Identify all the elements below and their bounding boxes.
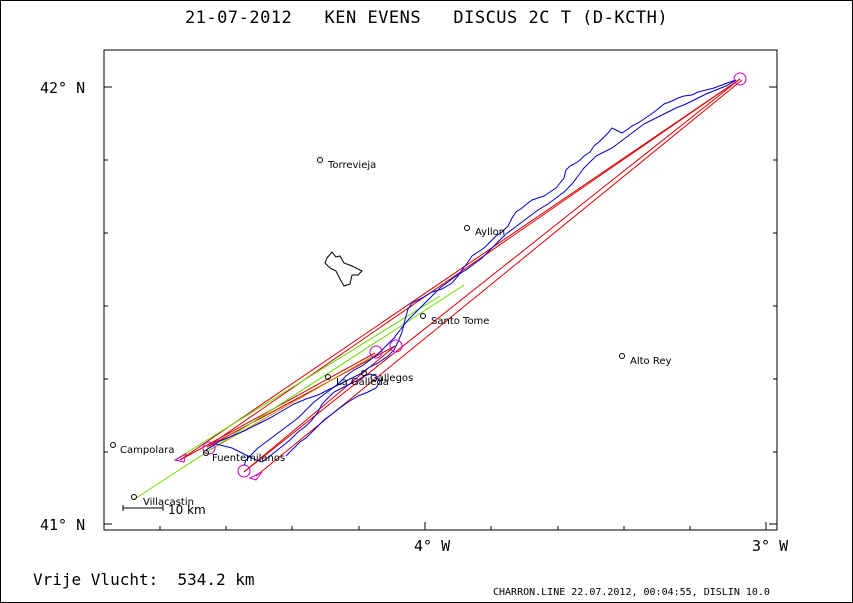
place-label: Alto Rey bbox=[630, 356, 671, 367]
place-marker bbox=[464, 225, 470, 231]
turnpoint-sector bbox=[173, 453, 187, 463]
page-title: 21-07-2012 KEN EVENS DISCUS 2C T (D-KCTH… bbox=[0, 8, 853, 28]
place-marker bbox=[619, 353, 625, 359]
lake-outline bbox=[324, 251, 363, 287]
task-orange-leg bbox=[209, 350, 383, 451]
task-green-legs bbox=[132, 284, 465, 501]
lat-42-label: 42° N bbox=[40, 79, 85, 97]
flight-track-return bbox=[243, 79, 737, 467]
left-ticks bbox=[104, 86, 112, 525]
place-marker bbox=[110, 442, 116, 448]
free-flight-summary: Vrije Vlucht: 534.2 km bbox=[33, 570, 255, 589]
lon-3w-label: 3° W bbox=[752, 537, 789, 555]
place-marker bbox=[420, 313, 426, 319]
turnpoint-sector bbox=[248, 471, 263, 481]
place-marker bbox=[203, 450, 209, 456]
turnpoints bbox=[173, 72, 747, 481]
place-marker bbox=[361, 370, 367, 376]
pilot-name: KEN EVENS bbox=[324, 8, 422, 28]
glider-name: DISCUS 2C T (D-KCTH) bbox=[453, 8, 669, 28]
place-label: Ayllon bbox=[475, 227, 505, 238]
turnpoint-marker bbox=[202, 441, 216, 455]
place-label: Campolara bbox=[120, 445, 174, 456]
places: Torrevieja Ayllon Santo Tome Alto Rey La… bbox=[110, 157, 671, 508]
turnpoint-marker bbox=[369, 345, 383, 359]
place-label: La Galleda bbox=[336, 377, 389, 388]
bottom-ticks bbox=[159, 522, 767, 530]
place-marker bbox=[325, 374, 331, 380]
place-label: Fuentemilanos bbox=[212, 453, 285, 464]
turnpoint-marker bbox=[733, 72, 747, 86]
turnpoint-marker bbox=[237, 464, 251, 478]
task-red-legs bbox=[179, 78, 743, 477]
flight-track-local bbox=[205, 373, 381, 463]
scale-bar-label: 10 km bbox=[168, 503, 206, 517]
free-flight-label: Vrije Vlucht: bbox=[33, 570, 159, 589]
flight-date: 21-07-2012 bbox=[184, 8, 293, 28]
place-marker bbox=[317, 157, 323, 163]
place-label: Gallegos bbox=[370, 373, 413, 384]
turnpoint-marker bbox=[389, 339, 403, 353]
place-label: Villacastin bbox=[143, 497, 194, 508]
free-flight-distance: 534.2 km bbox=[177, 570, 255, 589]
lon-4w-label: 4° W bbox=[414, 537, 451, 555]
place-label: Santo Tome bbox=[431, 316, 489, 327]
flight-track bbox=[205, 79, 737, 451]
lat-41-label: 41° N bbox=[40, 516, 85, 534]
right-ticks bbox=[769, 86, 777, 525]
footer-info: CHARRON.LINE 22.07.2012, 00:04:55, DISLI… bbox=[493, 587, 770, 598]
scale-bar: 10 km bbox=[122, 503, 206, 517]
place-marker bbox=[131, 494, 137, 500]
plot-area bbox=[103, 49, 778, 531]
place-label: Torrevieja bbox=[327, 160, 376, 171]
